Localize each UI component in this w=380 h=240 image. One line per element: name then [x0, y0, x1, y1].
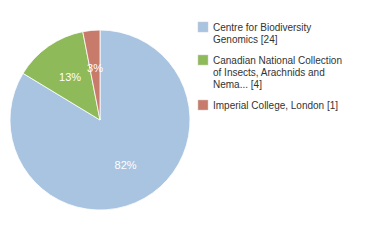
- data-label: 3%: [87, 62, 103, 74]
- data-labels: 82% 13% 3%: [59, 62, 137, 171]
- legend: Centre for BiodiversityGenomics [24] Cana…: [198, 22, 342, 111]
- legend-label-line: Centre for Biodiversity: [213, 22, 311, 33]
- legend-swatch: [198, 100, 208, 110]
- legend-item: Centre for BiodiversityGenomics [24]: [198, 22, 311, 45]
- legend-item: Imperial College, London [1]: [198, 100, 338, 111]
- data-label: 13%: [59, 71, 81, 83]
- legend-label: Canadian National Collectionof Insects, …: [213, 55, 342, 90]
- data-label: 82%: [115, 159, 137, 171]
- legend-item: Canadian National Collectionof Insects, …: [198, 55, 342, 90]
- pie-slice: [83, 30, 100, 120]
- legend-label-line: Canadian National Collection: [213, 55, 342, 66]
- legend-label-line: of Insects, Arachnids and: [213, 67, 325, 78]
- legend-label: Centre for BiodiversityGenomics [24]: [213, 22, 311, 45]
- legend-swatch: [198, 22, 208, 32]
- legend-label-line: Imperial College, London [1]: [213, 100, 338, 111]
- pie-slice: [10, 30, 190, 210]
- pie: [10, 30, 190, 210]
- legend-label-line: Nema... [4]: [213, 79, 262, 90]
- legend-label-line: Genomics [24]: [213, 34, 278, 45]
- legend-label: Imperial College, London [1]: [213, 100, 338, 111]
- legend-swatch: [198, 55, 208, 65]
- chart: 82% 13% 3% Centre for BiodiversityGenomics …: [0, 0, 380, 240]
